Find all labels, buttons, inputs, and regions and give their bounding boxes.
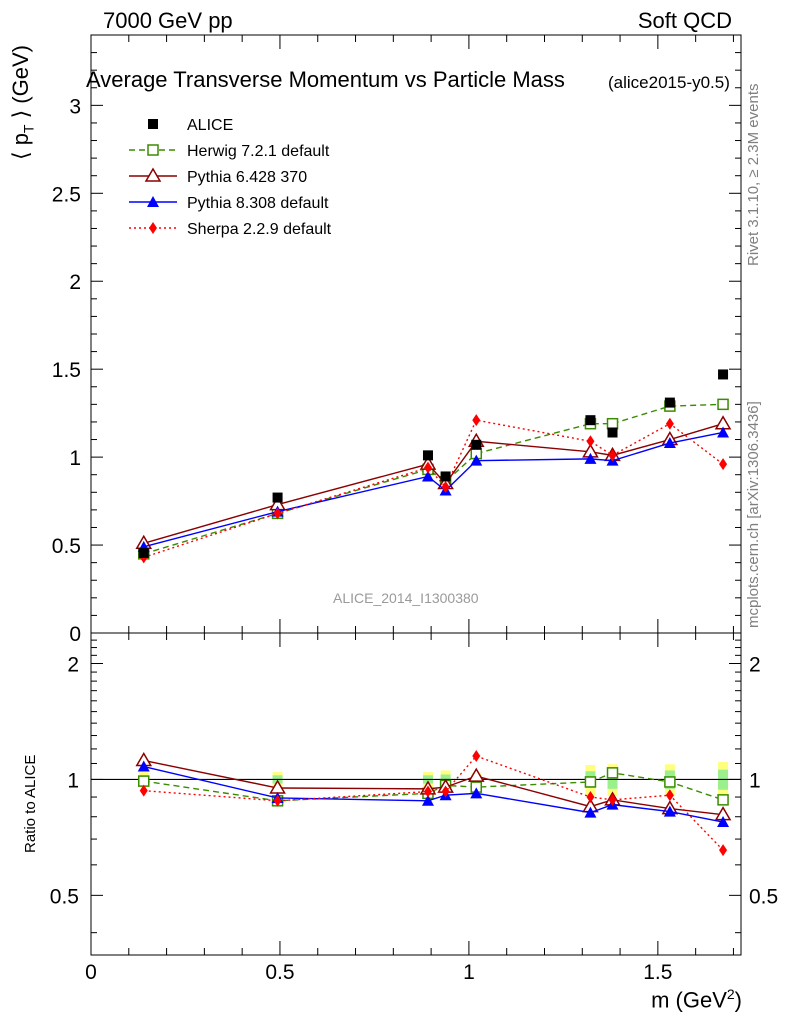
- main-point-alice: [440, 471, 451, 482]
- main-point-herwig: [606, 417, 619, 430]
- ratio-point-pythia8: [717, 816, 730, 828]
- ratio-y-tick-label-left: 1: [67, 769, 79, 792]
- ratio-y-tick-label-right: 2: [749, 653, 761, 676]
- main-point-alice: [138, 547, 149, 558]
- ratio-point-herwig: [717, 794, 729, 806]
- main-y-zero-label: 0: [69, 623, 81, 646]
- main-point-pythia8: [717, 426, 730, 438]
- ratio-point-sherpa: [586, 791, 595, 804]
- main-point-sherpa: [423, 461, 432, 474]
- main-line-pythia8: [143, 431, 724, 548]
- header-right: Soft QCD: [637, 8, 732, 33]
- x-label-sup: 2: [726, 986, 735, 1002]
- main-point-alice: [272, 492, 283, 503]
- ratio-plot-frame: [90, 632, 742, 956]
- main-point-pythia8: [663, 437, 676, 449]
- main-y-tick-label: 0.5: [52, 535, 81, 558]
- main-point-alice: [664, 397, 675, 408]
- ratio-point-herwig: [584, 776, 597, 788]
- legend-marker-sherpa: [149, 222, 157, 234]
- main-y-tick-label: 3: [69, 95, 81, 118]
- main-line-herwig: [143, 403, 724, 555]
- ratio-point-sherpa: [608, 793, 617, 806]
- x-tick-label: 0.5: [265, 961, 294, 984]
- ratio-y-tick-label-left: 0.5: [50, 885, 79, 908]
- legend-marker-herwig: [147, 144, 159, 156]
- ratio-point-sherpa: [273, 794, 282, 807]
- x-tick-label: 0: [85, 961, 97, 984]
- main-point-pythia8: [470, 454, 483, 466]
- analysis-watermark: ALICE_2014_I1300380: [333, 590, 479, 606]
- legend-marker-pythia8: [147, 196, 159, 207]
- legend-label-herwig: Herwig 7.2.1 default: [187, 143, 330, 160]
- main-y-tick-label: 2.5: [52, 183, 81, 206]
- ratio-y-tick-label-right: 0.5: [749, 885, 778, 908]
- main-point-alice: [471, 439, 482, 450]
- ratio-point-herwig: [138, 775, 150, 787]
- main-point-pythia8: [421, 470, 434, 482]
- ratio-y-tick-label-left: 2: [67, 653, 79, 676]
- x-tick-label: 1.5: [643, 961, 672, 984]
- main-point-alice: [585, 415, 596, 426]
- main-point-alice: [422, 450, 433, 461]
- rivet-version-label: Rivet 3.1.10, ≥ 2.3M events: [745, 83, 762, 267]
- ratio-point-pythia8: [137, 760, 150, 772]
- y-label-sub: T: [20, 124, 37, 134]
- plot-title: Average Transverse Momentum vs Particle …: [86, 67, 565, 92]
- y-label-main: ⟨ p: [8, 133, 33, 160]
- main-point-sherpa: [441, 481, 450, 494]
- main-point-pythia8: [584, 452, 597, 464]
- ratio-y-axis-label: Ratio to ALICE: [22, 754, 39, 853]
- legend: ALICE Herwig 7.2.1 default Pythia 6.428 37…: [129, 117, 332, 238]
- plot-subtitle: (alice2015-y0.5): [608, 73, 730, 92]
- ratio-point-pythia6: [467, 767, 485, 782]
- x-axis-label: m (GeV2): [651, 986, 742, 1013]
- main-y-axis-label: ⟨ pT ⟩ (GeV): [8, 45, 36, 160]
- main-point-sherpa: [586, 435, 595, 448]
- ratio-point-sherpa: [423, 785, 432, 798]
- main-y-tick-label: 2: [69, 271, 81, 294]
- axis-ticks: 0.5 1 1.5 2 2.5 3 0 0 0.5 1 1.5 0.5 0.5 1 1 2 2: [50, 34, 778, 984]
- ratio-point-pythia8: [663, 805, 676, 817]
- mcplots-reference-label: mcplots.cern.ch [arXiv:1306.3436]: [745, 401, 762, 628]
- legend-label-pythia8: Pythia 8.308 default: [187, 195, 329, 212]
- main-y-tick-label: 1: [69, 447, 81, 470]
- main-point-sherpa: [608, 449, 617, 462]
- ratio-point-sherpa: [441, 785, 450, 798]
- legend-label-sherpa: Sherpa 2.2.9 default: [187, 221, 332, 238]
- x-tick-label: 1: [463, 961, 475, 984]
- x-label-main: m (GeV: [651, 987, 727, 1013]
- legend-label-pythia6: Pythia 6.428 370: [187, 169, 307, 186]
- legend-marker-alice: [148, 119, 158, 129]
- legend-marker-pythia6: [144, 167, 162, 182]
- header-left: 7000 GeV pp: [103, 8, 233, 33]
- main-point-alice: [718, 369, 729, 380]
- ratio-point-herwig: [664, 776, 676, 788]
- ratio-point-herwig: [606, 767, 619, 779]
- y-label-rest: ⟩ (GeV): [8, 45, 33, 125]
- main-point-sherpa: [472, 414, 481, 427]
- main-line-pythia6: [143, 423, 724, 544]
- ratio-point-sherpa: [472, 750, 481, 763]
- ratio-point-pythia8: [470, 787, 483, 799]
- main-point-alice: [607, 427, 618, 438]
- ratio-point-sherpa: [665, 789, 674, 802]
- x-label-close: ): [734, 987, 742, 1013]
- main-point-herwig: [717, 398, 729, 411]
- ratio-y-tick-label-right: 1: [749, 769, 761, 792]
- ratio-line-sherpa: [143, 755, 724, 851]
- main-y-tick-label: 1.5: [52, 359, 81, 382]
- ratio-point-pythia8: [584, 806, 597, 818]
- main-point-sherpa: [665, 417, 674, 430]
- main-point-sherpa: [719, 458, 728, 471]
- data-series: [135, 369, 732, 857]
- main-line-sherpa: [143, 419, 724, 559]
- ratio-point-sherpa: [139, 784, 148, 797]
- main-point-sherpa: [273, 507, 282, 520]
- legend-label-alice: ALICE: [187, 117, 233, 134]
- ratio-point-sherpa: [719, 844, 728, 857]
- ratio-point-pythia8: [421, 794, 434, 806]
